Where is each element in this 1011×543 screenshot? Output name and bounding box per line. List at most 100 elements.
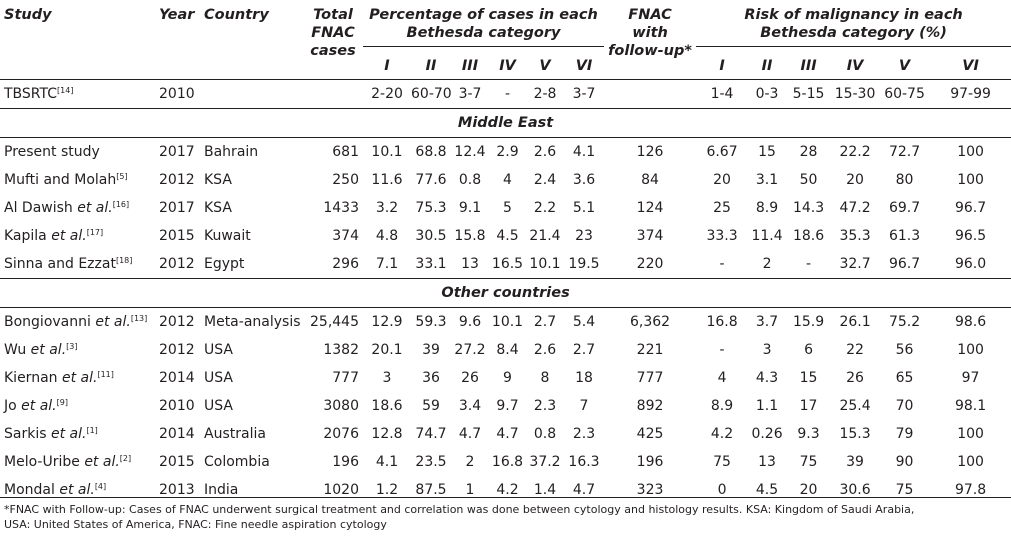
cell-country: USA: [204, 398, 233, 414]
cell-pct: 2.3: [533, 398, 557, 414]
cell-year: 2012: [159, 172, 195, 188]
header-total-line2: FNAC: [311, 25, 355, 41]
header-study: Study: [4, 7, 52, 23]
pct-cat-vi: VI: [575, 58, 593, 74]
cell-pct: 2.9: [489, 137, 526, 166]
cell-pct: 18.6: [371, 398, 403, 414]
cell-year: 2014: [159, 370, 195, 386]
cell-pct: 15.8: [454, 228, 486, 244]
cell-risk: 75: [713, 454, 731, 470]
cell-risk: 17: [799, 398, 818, 414]
cell-pct: 5.4: [564, 307, 605, 336]
cell-pct: 7.1: [375, 256, 399, 272]
cell-risk: 15: [748, 137, 787, 166]
cell-pct: 77.6: [415, 172, 447, 188]
cell-pct: 4.1: [375, 454, 399, 470]
cell-risk: 4.5: [755, 482, 779, 498]
cell-pct: 9: [503, 370, 512, 386]
cell-risk: 80: [895, 172, 914, 188]
ref-risk-iv: 15-30: [831, 79, 880, 109]
cell-risk: 0.26: [751, 426, 783, 442]
cell-study: Melo-Uribe et al.[2]: [4, 454, 132, 470]
ref-risk-vi: 97-99: [930, 79, 1011, 109]
ref-pct-ii: 60-70: [411, 79, 452, 109]
ref-risk-i: 1-4: [696, 79, 749, 109]
table-row: Present study 2017 Bahrain 681 10.1 68.8 12.4 2…: [0, 137, 1011, 166]
ref-risk-iii: 5-15: [786, 79, 832, 109]
cell-risk: 100: [957, 172, 984, 188]
cell-pct: 9.7: [496, 398, 519, 414]
cell-risk: 33.3: [706, 228, 738, 244]
section-header: Other countries: [0, 278, 1011, 308]
cell-pct: 26: [461, 370, 479, 386]
cell-study: Al Dawish et al.[16]: [4, 200, 130, 216]
cell-fnac: 892: [636, 398, 664, 414]
cell-risk: 39: [846, 454, 864, 470]
cell-pct: 4.2: [496, 482, 519, 498]
cell-pct: 59: [422, 398, 440, 414]
table-row: Sinna and Ezzat[18] 2012 Egypt 296 7.1 33.1 13…: [0, 250, 1011, 279]
cell-fnac: 6,362: [604, 307, 697, 336]
cell-risk: 96.7: [888, 256, 921, 272]
cell-pct: 21.4: [529, 228, 561, 244]
cell-fnac: 777: [636, 370, 664, 386]
cell-pct: 10.1: [489, 307, 526, 336]
cell-risk: 15: [799, 370, 818, 386]
cell-country: Meta-analysis: [200, 307, 303, 336]
cell-risk: 72.7: [879, 137, 931, 166]
table-row: Melo-Uribe et al.[2] 2015 Colombia 196 4.1 23…: [0, 448, 1011, 476]
cell-risk: 50: [799, 172, 818, 188]
cell-pct: 2.6: [526, 137, 564, 166]
cell-risk: 25: [713, 200, 731, 216]
table-row: Kiernan et al.[11] 2014 USA 777 3 36 26 9 8 18 777…: [0, 364, 1011, 392]
cell-risk: 1.1: [755, 398, 779, 414]
cell-pct: 33.1: [415, 256, 447, 272]
header-pct-line1: Percentage of cases in each: [369, 7, 598, 23]
cell-year: 2012: [155, 307, 200, 336]
cell-risk: 15.3: [839, 426, 871, 442]
ref-risk-ii: 0-3: [748, 79, 787, 109]
ref-pct-i: 2-20: [363, 79, 411, 109]
cell-risk: 18.6: [792, 228, 825, 244]
risk-cat-iv: IV: [846, 58, 864, 74]
cell-risk: 4.3: [755, 370, 779, 386]
cell-country: Bahrain: [200, 137, 303, 166]
cell-fnac: 374: [636, 228, 664, 244]
ref-pct-vi: 3-7: [564, 79, 605, 109]
cell-fnac: 124: [636, 200, 664, 216]
cell-country: Kuwait: [204, 228, 251, 244]
cell-pct: 2.7: [572, 342, 596, 358]
ref-pct-iii: 3-7: [451, 79, 489, 109]
cell-pct: 4.8: [375, 228, 399, 244]
cell-pct: 0.8: [533, 426, 557, 442]
cell-fnac: 221: [636, 342, 664, 358]
ref-pct-iv: -: [489, 79, 526, 109]
cell-pct: 1.2: [375, 482, 399, 498]
cell-country: USA: [204, 370, 233, 386]
cell-risk: 6: [804, 342, 813, 358]
cell-pct: 2.2: [533, 200, 557, 216]
cell-risk: 75.2: [879, 307, 931, 336]
header-fnac-line3: follow-up*: [608, 43, 692, 59]
cell-risk: 98.1: [954, 398, 987, 414]
cell-risk: 20: [846, 172, 864, 188]
cell-risk: 22.2: [831, 137, 880, 166]
cell-risk: -: [719, 256, 725, 272]
cell-risk: 98.6: [930, 307, 1011, 336]
cell-year: 2017: [155, 137, 200, 166]
section-title: Middle East: [0, 108, 1011, 138]
cell-pct: 2.4: [533, 172, 557, 188]
cell-risk: 100: [957, 342, 984, 358]
pct-cat-iv: IV: [499, 58, 516, 74]
cell-risk: 28: [786, 137, 832, 166]
cell-risk: 70: [895, 398, 914, 414]
cell-pct: 68.8: [411, 137, 451, 166]
cell-risk: 47.2: [839, 200, 871, 216]
risk-cat-v: V: [898, 58, 911, 74]
cell-year: 2017: [159, 200, 195, 216]
ref-fnac: [604, 79, 697, 109]
cell-risk: 96.5: [954, 228, 987, 244]
table-row: Mondal et al.[4] 2013 India 1020 1.2 87.5 1 4.2…: [0, 476, 1011, 504]
cell-fnac: 126: [604, 137, 697, 166]
cell-risk: 26.1: [831, 307, 880, 336]
